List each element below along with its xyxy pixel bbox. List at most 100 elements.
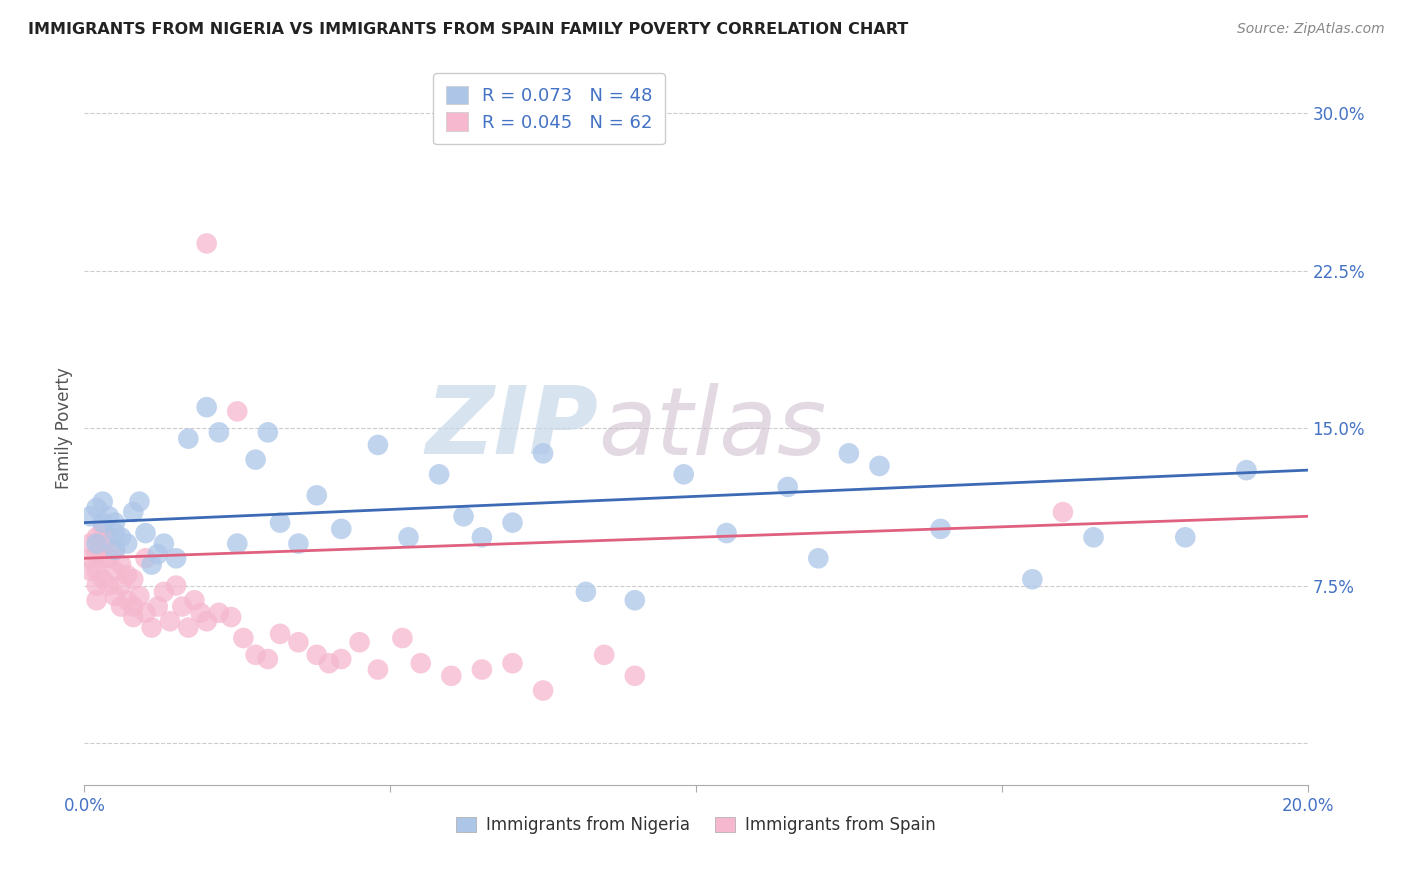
Point	[104, 516, 127, 530]
Point	[1174, 530, 1197, 544]
Point	[716, 526, 738, 541]
Point	[91, 516, 114, 530]
Point	[195, 236, 218, 251]
Point	[91, 536, 114, 550]
Point	[440, 669, 463, 683]
Point	[177, 432, 200, 446]
Point	[104, 526, 127, 541]
Point	[122, 505, 145, 519]
Point	[624, 593, 647, 607]
Point	[141, 621, 163, 635]
Point	[146, 547, 169, 561]
Point	[115, 536, 138, 550]
Text: Source: ZipAtlas.com: Source: ZipAtlas.com	[1237, 22, 1385, 37]
Point	[79, 509, 101, 524]
Point	[104, 564, 127, 578]
Point	[104, 589, 127, 603]
Point	[929, 522, 952, 536]
Point	[502, 657, 524, 671]
Point	[110, 578, 132, 592]
Point	[219, 610, 242, 624]
Point	[122, 599, 145, 614]
Point	[122, 572, 145, 586]
Point	[128, 589, 150, 603]
Point	[79, 564, 101, 578]
Point	[135, 551, 157, 566]
Point	[531, 683, 554, 698]
Point	[502, 516, 524, 530]
Point	[86, 547, 108, 561]
Point	[531, 446, 554, 460]
Point	[624, 669, 647, 683]
Point	[367, 663, 389, 677]
Point	[110, 558, 132, 572]
Point	[86, 536, 108, 550]
Text: ZIP: ZIP	[425, 382, 598, 475]
Point	[122, 610, 145, 624]
Point	[330, 652, 353, 666]
Point	[86, 564, 108, 578]
Point	[91, 522, 114, 536]
Point	[269, 516, 291, 530]
Point	[776, 480, 799, 494]
Point	[1052, 505, 1074, 519]
Point	[245, 452, 267, 467]
Point	[97, 578, 120, 592]
Point	[159, 614, 181, 628]
Legend: Immigrants from Nigeria, Immigrants from Spain: Immigrants from Nigeria, Immigrants from…	[450, 810, 942, 841]
Point	[135, 606, 157, 620]
Point	[86, 578, 108, 592]
Point	[128, 494, 150, 508]
Point	[287, 635, 309, 649]
Text: IMMIGRANTS FROM NIGERIA VS IMMIGRANTS FROM SPAIN FAMILY POVERTY CORRELATION CHAR: IMMIGRANTS FROM NIGERIA VS IMMIGRANTS FR…	[28, 22, 908, 37]
Text: atlas: atlas	[598, 383, 827, 474]
Point	[146, 599, 169, 614]
Point	[195, 614, 218, 628]
Point	[593, 648, 616, 662]
Point	[115, 593, 138, 607]
Point	[257, 425, 280, 440]
Point	[453, 509, 475, 524]
Point	[1083, 530, 1105, 544]
Point	[97, 530, 120, 544]
Point	[110, 599, 132, 614]
Point	[79, 536, 101, 550]
Point	[208, 606, 231, 620]
Point	[305, 648, 328, 662]
Point	[471, 530, 494, 544]
Point	[86, 593, 108, 607]
Point	[153, 536, 176, 550]
Point	[226, 404, 249, 418]
Point	[672, 467, 695, 482]
Point	[427, 467, 450, 482]
Point	[97, 509, 120, 524]
Point	[208, 425, 231, 440]
Point	[104, 542, 127, 557]
Point	[91, 551, 114, 566]
Point	[183, 593, 205, 607]
Point	[135, 526, 157, 541]
Point	[165, 578, 187, 592]
Point	[177, 621, 200, 635]
Point	[838, 446, 860, 460]
Point	[110, 530, 132, 544]
Point	[575, 585, 598, 599]
Point	[190, 606, 212, 620]
Point	[79, 551, 101, 566]
Point	[869, 458, 891, 473]
Point	[287, 536, 309, 550]
Point	[165, 551, 187, 566]
Point	[104, 542, 127, 557]
Point	[97, 551, 120, 566]
Point	[305, 488, 328, 502]
Point	[245, 648, 267, 662]
Y-axis label: Family Poverty: Family Poverty	[55, 368, 73, 489]
Point	[86, 500, 108, 515]
Point	[330, 522, 353, 536]
Point	[226, 536, 249, 550]
Point	[141, 558, 163, 572]
Point	[391, 631, 413, 645]
Point	[257, 652, 280, 666]
Point	[153, 585, 176, 599]
Point	[91, 572, 114, 586]
